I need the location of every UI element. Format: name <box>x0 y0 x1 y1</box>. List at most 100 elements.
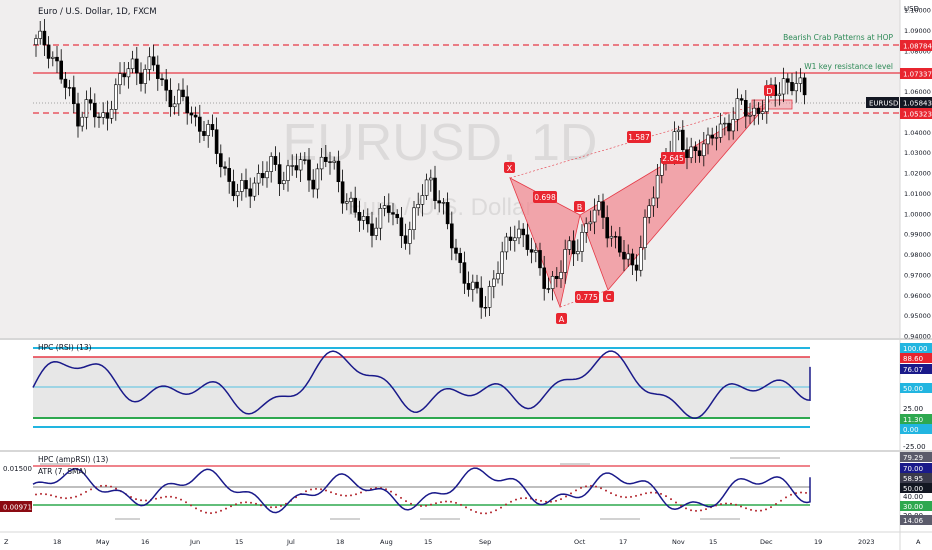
candle-bull <box>319 156 324 170</box>
hop-price-badge: 1.08784 <box>900 40 932 51</box>
candle-bear <box>479 287 484 308</box>
time-axis-label: 15 <box>424 538 432 546</box>
svg-text:1.08784: 1.08784 <box>903 43 932 51</box>
atr-dot <box>645 492 647 495</box>
time-axis-labels[interactable]: Z 18 May 16 Jun 15 Jul 18 Aug 15 Sep Oct 17 Nov 15 Dec 1… <box>4 538 921 546</box>
point-d-badge: D <box>764 85 775 96</box>
candle-bear <box>181 89 185 98</box>
candle-bull <box>672 131 677 154</box>
candle-bear <box>601 201 605 218</box>
prz-box <box>751 99 793 110</box>
atr-dot <box>485 512 487 515</box>
atr-dot <box>555 499 557 502</box>
amp-series-line <box>32 467 811 514</box>
candle-bull <box>626 253 631 260</box>
atr-dot <box>100 484 102 487</box>
hop-label: Bearish Crab Patterns at HOP <box>783 33 893 42</box>
atr-dot <box>625 496 627 499</box>
candle-bull <box>731 119 736 132</box>
candle-bull <box>269 156 274 172</box>
svg-text:0.775: 0.775 <box>576 293 598 302</box>
svg-text:0.698: 0.698 <box>534 193 556 202</box>
candle-bull <box>206 124 210 136</box>
atr-dot <box>535 498 537 501</box>
candle-bear <box>399 217 404 237</box>
amp-level-segments <box>40 457 780 520</box>
atr-dot <box>195 507 197 510</box>
candle-bull <box>101 112 105 118</box>
candle-bear <box>727 122 731 132</box>
amp-badge-1: 79.29 <box>900 452 932 462</box>
atr-title[interactable]: ATR (7, SMA) <box>38 467 87 476</box>
time-axis-label: Aug <box>380 538 393 546</box>
candle-bull <box>424 179 429 196</box>
candle-bull <box>84 99 89 118</box>
atr-dot <box>360 491 362 494</box>
candle-bull <box>550 276 555 289</box>
price-tick-label: 1.04000 <box>904 129 931 137</box>
svg-text:76.07: 76.07 <box>903 366 923 374</box>
atr-dot <box>70 496 72 499</box>
candle-bear <box>302 159 307 161</box>
candle-bear <box>59 60 64 80</box>
candles <box>34 18 807 319</box>
atr-dot <box>335 493 337 495</box>
svg-text:X: X <box>507 164 513 173</box>
rsi-badge-100: 100.00 <box>900 343 932 353</box>
candle-bull <box>332 160 337 163</box>
svg-text:1.587: 1.587 <box>628 133 650 142</box>
point-c-badge: C <box>603 291 614 302</box>
candle-bull <box>349 197 353 202</box>
candle-bull <box>496 273 500 280</box>
ratio-xad-badge: 1.587 <box>627 131 651 143</box>
atr-dot <box>310 488 312 491</box>
rsi-axis-25: 25.00 <box>903 405 923 413</box>
atr-dot <box>140 499 142 502</box>
candle-bear <box>219 153 223 168</box>
atr-dot <box>355 493 357 496</box>
candle-bull <box>172 103 177 108</box>
atr-dot <box>775 503 777 505</box>
candle-bull <box>281 180 286 185</box>
atr-dot <box>465 506 467 509</box>
candle-bull <box>651 197 656 207</box>
main-pane <box>0 0 900 338</box>
time-axis-label: 16 <box>141 538 149 546</box>
symbol-title[interactable]: Euro / U.S. Dollar, 1D, FXCM <box>38 7 157 17</box>
candle-bull <box>407 229 412 244</box>
atr-dot <box>495 509 497 512</box>
candle-bull <box>286 165 290 181</box>
atr-dot <box>720 503 722 506</box>
rsi-title[interactable]: HPC (RSI) (13) <box>38 343 92 352</box>
atr-dot <box>510 500 512 503</box>
svg-text:30.00: 30.00 <box>903 503 923 511</box>
atr-axis-label: 0.01500 <box>3 465 32 473</box>
time-axis-label: 18 <box>336 538 344 546</box>
candle-bull <box>718 123 723 138</box>
candle-bear <box>93 102 97 118</box>
candle-bull <box>722 122 727 125</box>
candle-bull <box>714 137 719 139</box>
time-axis-label: 19 <box>814 538 822 546</box>
candle-bull <box>235 191 240 197</box>
atr-dot <box>225 507 227 510</box>
ratio-xab-badge: 0.698 <box>533 191 557 203</box>
atr-dot <box>730 502 732 505</box>
time-axis-label: Z <box>4 538 9 546</box>
atr-dot <box>685 507 687 510</box>
rsi-series-line <box>32 350 811 419</box>
candle-bear <box>571 240 576 255</box>
watermark-sub: Euro / U.S. Dollar <box>347 194 534 221</box>
candle-bull <box>34 38 38 45</box>
atr-dot <box>735 503 737 506</box>
atr-dot <box>55 495 57 498</box>
candle-bull <box>378 208 383 229</box>
candle-bear <box>135 58 139 74</box>
candle-bear <box>685 149 689 158</box>
amp-title[interactable]: HPC (ampRSI) (13) <box>38 455 108 464</box>
price-tick-label: 0.99000 <box>904 231 931 239</box>
atr-dot <box>250 501 252 504</box>
svg-text:70.00: 70.00 <box>903 465 923 473</box>
point-x-badge: X <box>504 162 515 173</box>
rsi-badge-value: 76.07 <box>900 364 932 374</box>
